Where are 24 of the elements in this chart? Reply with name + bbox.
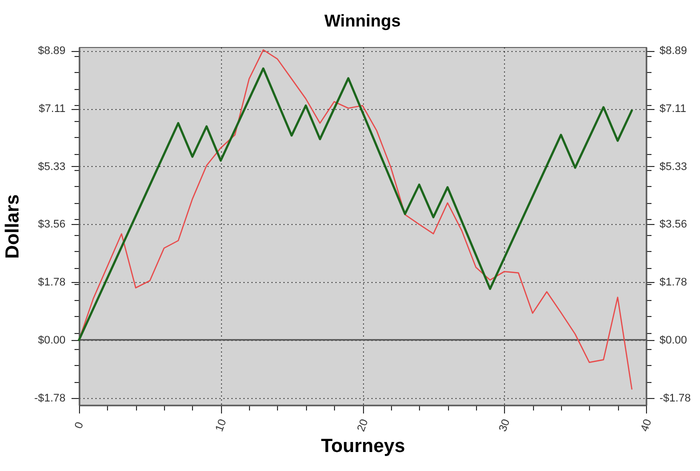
line-series: [78, 49, 632, 390]
y2-tick-label: $0.00: [660, 334, 688, 346]
y2-tick-label: $5.33: [660, 160, 688, 173]
y-tick-label: $5.33: [38, 160, 66, 173]
x-tick-label: 10: [214, 418, 229, 434]
chart-title: Winnings: [324, 12, 401, 31]
y2-tick-label: $7.11: [660, 103, 686, 116]
y-tick-label: $8.89: [38, 45, 66, 58]
y-tick-label: $1.78: [38, 276, 66, 288]
line-series: [78, 67, 633, 342]
y2-tick-label: $3.56: [660, 218, 688, 231]
y2-tick-label: $1.78: [660, 276, 688, 288]
y-tick-label: -$1.78: [34, 392, 66, 404]
x-tick-label: 20: [355, 418, 371, 434]
y2-tick-label: $8.89: [660, 45, 688, 58]
y-tick-label: $0.00: [38, 334, 66, 346]
x-axis-title: Tourneys: [320, 436, 406, 457]
x-tick-label: 0: [72, 420, 86, 430]
y-tick-label: $7.11: [38, 103, 66, 116]
y-tick-label: $3.56: [38, 218, 66, 231]
y2-tick-label: -$1.78: [660, 392, 691, 404]
x-tick-label: 30: [497, 418, 512, 434]
x-tick-label: 40: [638, 418, 654, 434]
y-axis-title: Dollars: [2, 194, 24, 259]
